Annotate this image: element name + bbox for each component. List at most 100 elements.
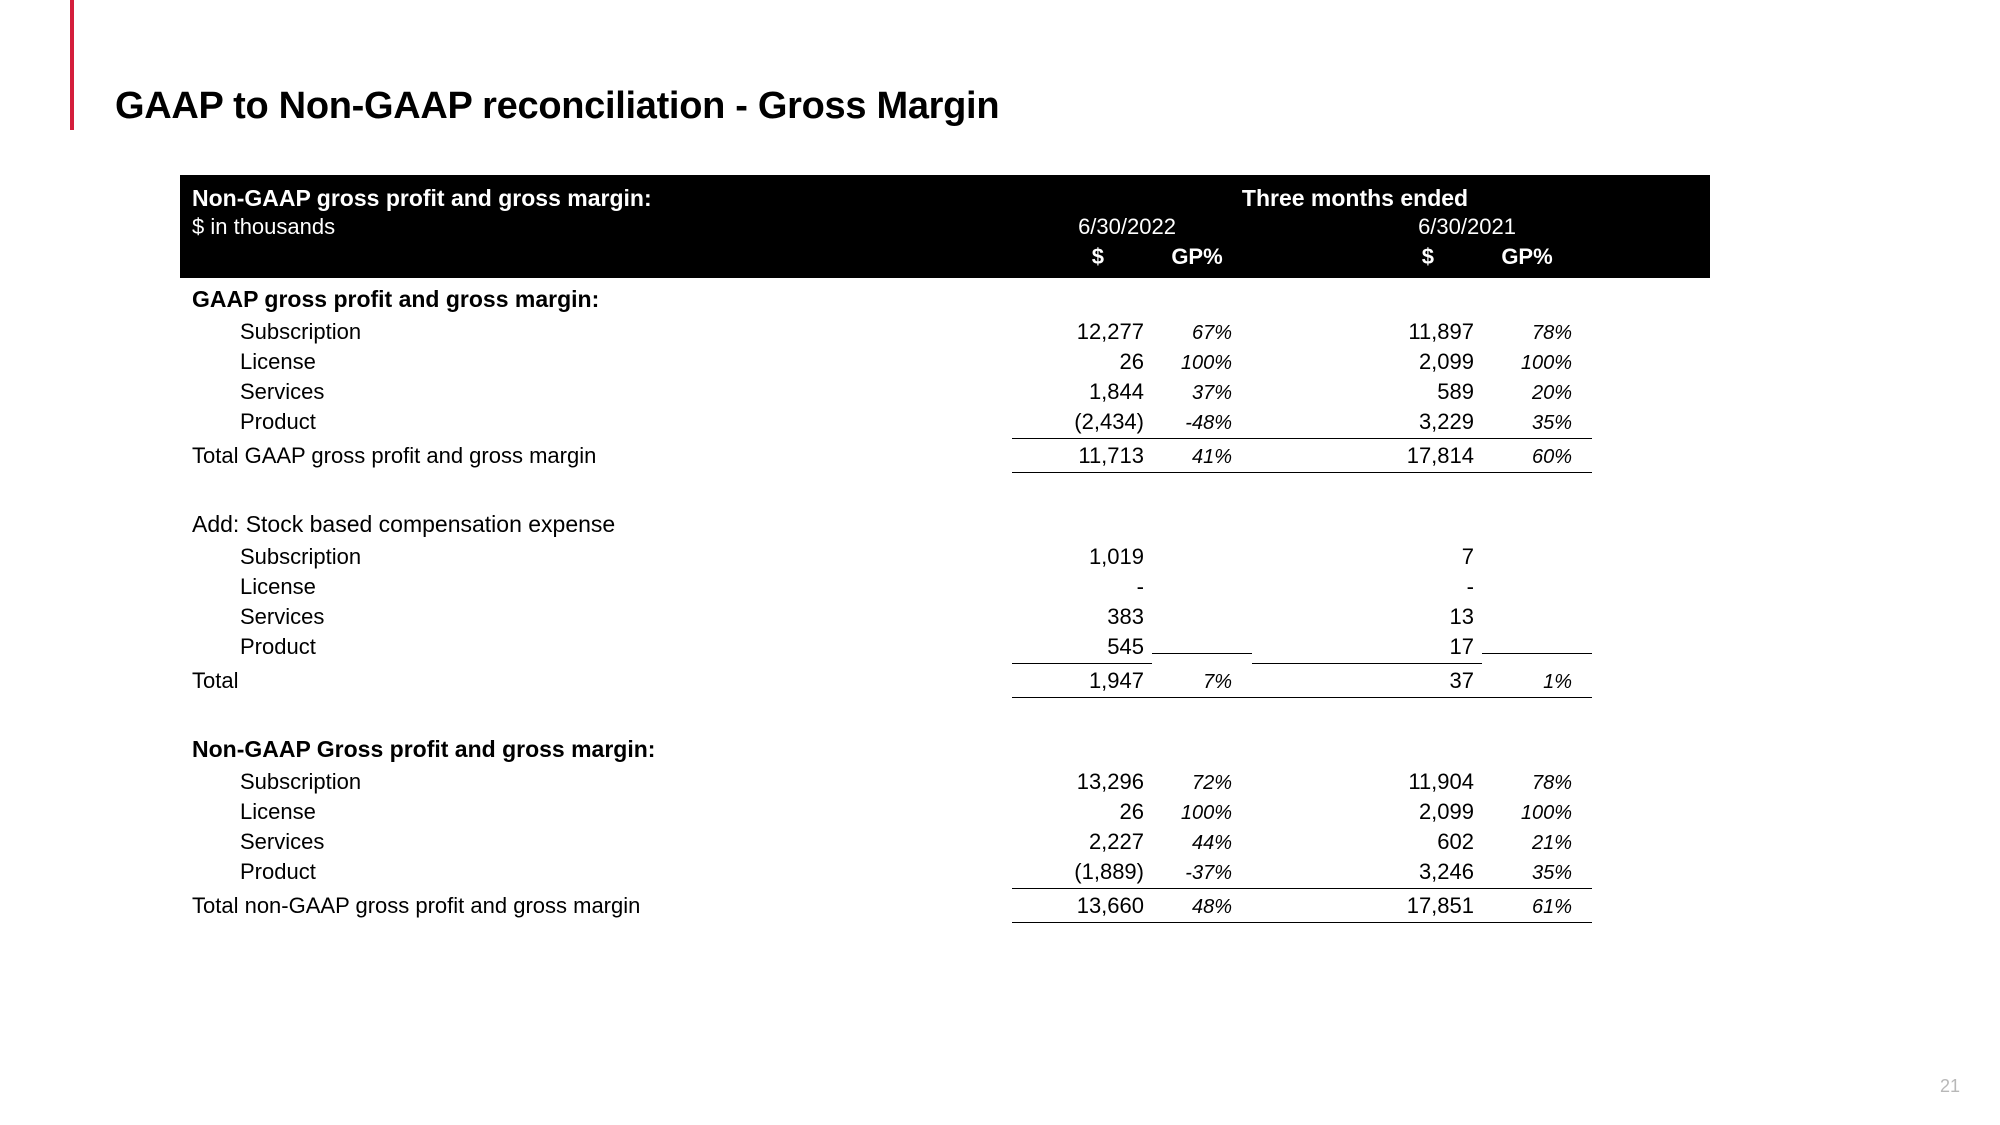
cell-gp-1: 100% xyxy=(1152,802,1252,825)
cell-dollar-1: 383 xyxy=(1012,604,1152,630)
cell-gp-2: 100% xyxy=(1482,802,1592,825)
header-col-gp-1: GP% xyxy=(1142,244,1252,270)
cell-dollar-2: 7 xyxy=(1252,544,1482,570)
section-heading: GAAP gross profit and gross margin: xyxy=(192,278,1698,317)
table-row: License-- xyxy=(192,572,1698,602)
table-row: Subscription1,019 7 xyxy=(192,542,1698,572)
row-label: License xyxy=(192,799,1012,825)
cell-dollar-1: (2,434) xyxy=(1012,409,1152,439)
cell-dollar-1: 545 xyxy=(1012,634,1152,664)
cell-dollar-1: 26 xyxy=(1012,349,1152,375)
table-body: GAAP gross profit and gross margin:Subsc… xyxy=(180,278,1710,925)
cell-dollar-2: 11,904 xyxy=(1252,769,1482,795)
cell-gp-2: 20% xyxy=(1482,382,1592,405)
cell-gp-2: 78% xyxy=(1482,322,1592,345)
cell-dollar-2: 17,814 xyxy=(1252,443,1482,473)
cell-gp-1: -37% xyxy=(1152,862,1252,889)
cell-gp-1: 41% xyxy=(1152,446,1252,473)
row-label: Subscription xyxy=(192,769,1012,795)
cell-dollar-1: 13,660 xyxy=(1012,893,1152,923)
reconciliation-table: Non-GAAP gross profit and gross margin: … xyxy=(180,175,1710,925)
cell-gp-2: 60% xyxy=(1482,446,1592,473)
header-subtitle-left: $ in thousands xyxy=(192,214,1012,240)
table-row: Subscription13,29672%11,90478% xyxy=(192,767,1698,797)
header-col-gp-2: GP% xyxy=(1472,244,1582,270)
row-label: Total non-GAAP gross profit and gross ma… xyxy=(192,893,1012,919)
page-number: 21 xyxy=(1940,1076,1960,1097)
page-title: GAAP to Non-GAAP reconciliation - Gross … xyxy=(115,85,999,128)
cell-dollar-2: 602 xyxy=(1252,829,1482,855)
row-label: Product xyxy=(192,859,1012,885)
cell-gp-1: 7% xyxy=(1152,671,1252,698)
row-label: Services xyxy=(192,379,1012,405)
cell-dollar-1: 12,277 xyxy=(1012,319,1152,345)
header-col-dollar-1: $ xyxy=(1012,244,1142,270)
cell-dollar-1: 26 xyxy=(1012,799,1152,825)
section-gap xyxy=(192,475,1698,503)
cell-gp-1: -48% xyxy=(1152,412,1252,439)
cell-dollar-2: 2,099 xyxy=(1252,349,1482,375)
cell-gp-1: 48% xyxy=(1152,896,1252,923)
cell-dollar-2: 13 xyxy=(1252,604,1482,630)
row-label: Services xyxy=(192,829,1012,855)
row-label: Total GAAP gross profit and gross margin xyxy=(192,443,1012,469)
table-row: Services1,84437%58920% xyxy=(192,377,1698,407)
cell-dollar-1: 11,713 xyxy=(1012,443,1152,473)
header-date-1: 6/30/2022 xyxy=(1012,214,1262,240)
cell-gp-1: 100% xyxy=(1152,352,1252,375)
table-row: Product(2,434)-48%3,22935% xyxy=(192,407,1698,441)
cell-dollar-1: 1,947 xyxy=(1012,668,1152,698)
header-period-title: Three months ended xyxy=(1012,185,1698,212)
table-row: Product(1,889)-37%3,24635% xyxy=(192,857,1698,891)
cell-gp-1: 72% xyxy=(1152,772,1252,795)
total-row: Total GAAP gross profit and gross margin… xyxy=(192,441,1698,475)
row-label: Subscription xyxy=(192,544,1012,570)
table-row: License26100%2,099100% xyxy=(192,797,1698,827)
row-label: Total xyxy=(192,668,1012,694)
table-row: Subscription12,27767%11,89778% xyxy=(192,317,1698,347)
cell-dollar-2: 2,099 xyxy=(1252,799,1482,825)
total-row: Total non-GAAP gross profit and gross ma… xyxy=(192,891,1698,925)
table-row: Product54517 xyxy=(192,632,1698,666)
row-label: License xyxy=(192,349,1012,375)
cell-gp-2 xyxy=(1482,650,1592,654)
cell-gp-1 xyxy=(1152,650,1252,654)
table-row: Services2,22744%60221% xyxy=(192,827,1698,857)
cell-gp-2: 35% xyxy=(1482,862,1592,889)
header-date-2: 6/30/2021 xyxy=(1342,214,1592,240)
section-gap xyxy=(192,700,1698,728)
total-row: Total1,9477%371% xyxy=(192,666,1698,700)
header-col-dollar-2: $ xyxy=(1252,244,1472,270)
cell-gp-1: 44% xyxy=(1152,832,1252,855)
cell-dollar-2: 11,897 xyxy=(1252,319,1482,345)
cell-gp-2: 78% xyxy=(1482,772,1592,795)
cell-dollar-2: 589 xyxy=(1252,379,1482,405)
header-title-left: Non-GAAP gross profit and gross margin: xyxy=(192,185,1012,212)
cell-dollar-1: 1,844 xyxy=(1012,379,1152,405)
row-label: Services xyxy=(192,604,1012,630)
cell-dollar-1: 13,296 xyxy=(1012,769,1152,795)
cell-dollar-2: 17,851 xyxy=(1252,893,1482,923)
cell-gp-2: 100% xyxy=(1482,352,1592,375)
cell-dollar-2: 3,246 xyxy=(1252,859,1482,889)
cell-dollar-1: 2,227 xyxy=(1012,829,1152,855)
cell-gp-2: 35% xyxy=(1482,412,1592,439)
section-heading: Non-GAAP Gross profit and gross margin: xyxy=(192,728,1698,767)
accent-bar xyxy=(70,0,74,130)
table-row: License26100%2,099100% xyxy=(192,347,1698,377)
cell-dollar-2: - xyxy=(1252,574,1482,600)
cell-gp-2: 61% xyxy=(1482,896,1592,923)
cell-dollar-2: 3,229 xyxy=(1252,409,1482,439)
table-row: Services383 13 xyxy=(192,602,1698,632)
cell-gp-1: 37% xyxy=(1152,382,1252,405)
row-label: Subscription xyxy=(192,319,1012,345)
cell-dollar-1: 1,019 xyxy=(1012,544,1152,570)
cell-gp-2: 1% xyxy=(1482,671,1592,698)
section-heading: Add: Stock based compensation expense xyxy=(192,503,1698,542)
table-header: Non-GAAP gross profit and gross margin: … xyxy=(180,175,1710,278)
cell-gp-2: 21% xyxy=(1482,832,1592,855)
row-label: Product xyxy=(192,409,1012,435)
cell-dollar-1: (1,889) xyxy=(1012,859,1152,889)
cell-dollar-2: 17 xyxy=(1252,634,1482,664)
cell-gp-1: 67% xyxy=(1152,322,1252,345)
